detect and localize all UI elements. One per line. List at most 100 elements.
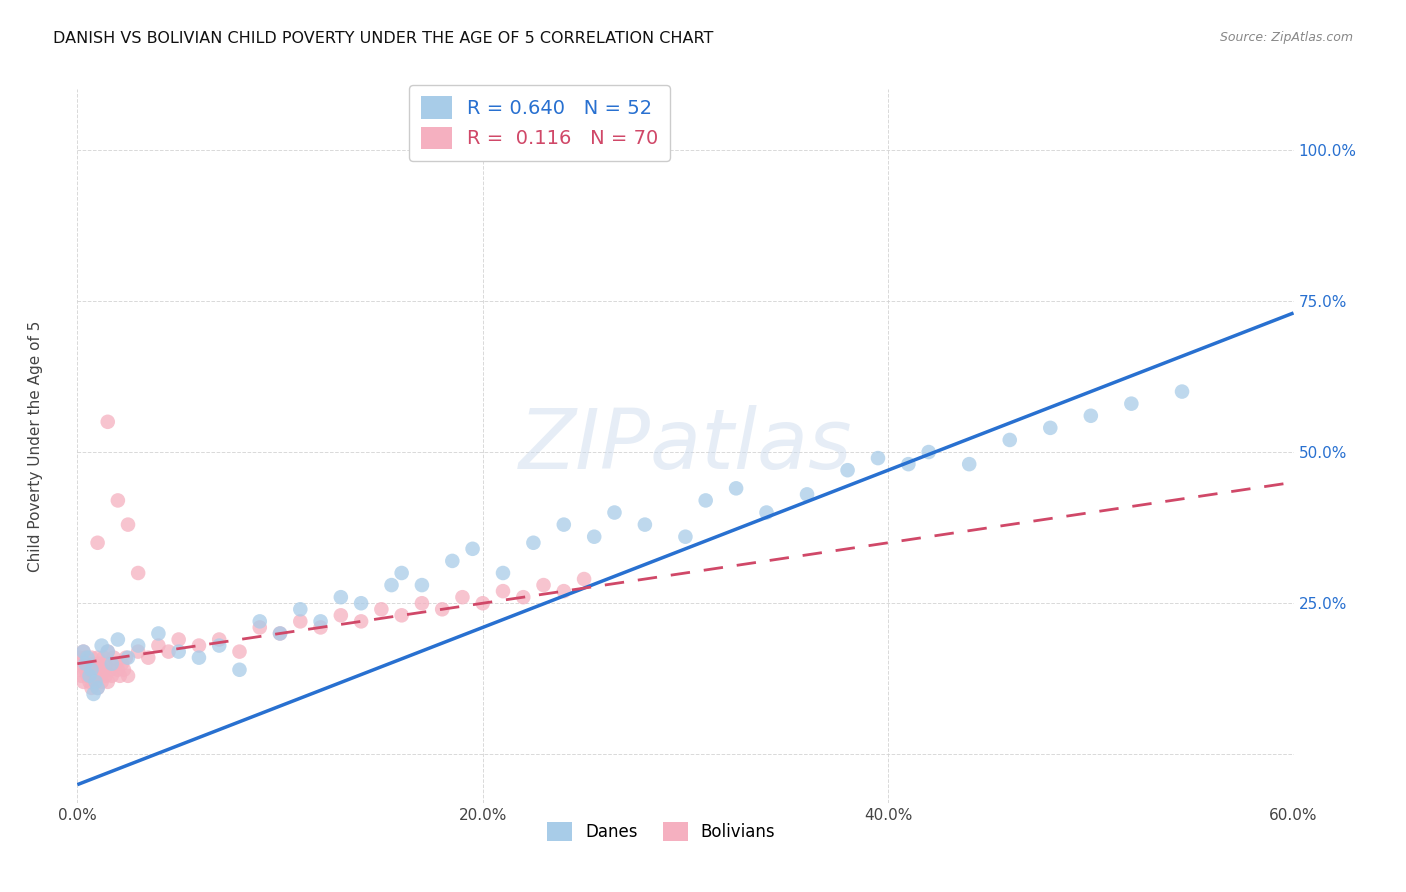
Point xyxy=(148,626,170,640)
Point xyxy=(67,663,90,677)
Point xyxy=(86,650,108,665)
Point xyxy=(188,639,211,653)
Point xyxy=(167,632,190,647)
Point xyxy=(411,596,433,610)
Point xyxy=(634,517,657,532)
Point xyxy=(76,657,98,671)
Point xyxy=(269,626,291,640)
Point xyxy=(1121,397,1143,411)
Point xyxy=(512,590,534,604)
Point xyxy=(83,657,105,671)
Point xyxy=(76,669,98,683)
Point xyxy=(290,602,312,616)
Point xyxy=(83,687,105,701)
Point xyxy=(107,632,129,647)
Point xyxy=(108,669,131,683)
Point xyxy=(411,578,433,592)
Point xyxy=(583,530,606,544)
Point xyxy=(79,674,101,689)
Point xyxy=(391,566,413,580)
Point xyxy=(117,669,139,683)
Point xyxy=(309,620,332,634)
Point xyxy=(471,596,494,610)
Text: Source: ZipAtlas.com: Source: ZipAtlas.com xyxy=(1219,31,1353,45)
Point xyxy=(94,669,117,683)
Point xyxy=(157,645,180,659)
Point xyxy=(796,487,818,501)
Point xyxy=(84,674,107,689)
Point xyxy=(98,663,121,677)
Point xyxy=(80,681,103,695)
Point xyxy=(93,663,115,677)
Point xyxy=(329,608,352,623)
Point xyxy=(93,650,115,665)
Point xyxy=(866,451,889,466)
Point xyxy=(117,650,139,665)
Point xyxy=(492,584,515,599)
Text: Child Poverty Under the Age of 5: Child Poverty Under the Age of 5 xyxy=(28,320,42,572)
Point xyxy=(269,626,291,640)
Point xyxy=(72,674,94,689)
Point xyxy=(148,639,170,653)
Point xyxy=(117,517,139,532)
Point xyxy=(72,645,94,659)
Point xyxy=(86,681,108,695)
Point xyxy=(522,535,544,549)
Point xyxy=(79,663,101,677)
Point xyxy=(695,493,717,508)
Point xyxy=(111,657,134,671)
Point xyxy=(228,663,250,677)
Point xyxy=(86,535,108,549)
Point xyxy=(350,596,373,610)
Point xyxy=(90,639,112,653)
Point xyxy=(101,669,124,683)
Point xyxy=(127,639,149,653)
Point xyxy=(103,650,125,665)
Point xyxy=(208,632,231,647)
Point xyxy=(90,674,112,689)
Point xyxy=(1171,384,1194,399)
Point xyxy=(97,645,120,659)
Point xyxy=(553,584,575,599)
Point xyxy=(94,657,117,671)
Point xyxy=(136,650,159,665)
Point xyxy=(86,681,108,695)
Point xyxy=(350,615,373,629)
Point xyxy=(75,650,97,665)
Point xyxy=(329,590,352,604)
Point xyxy=(84,674,107,689)
Point xyxy=(461,541,484,556)
Point xyxy=(70,657,93,671)
Point xyxy=(533,578,555,592)
Point xyxy=(115,650,138,665)
Point xyxy=(897,457,920,471)
Point xyxy=(290,615,312,629)
Point xyxy=(112,663,135,677)
Point xyxy=(1039,421,1062,435)
Point xyxy=(76,650,98,665)
Point xyxy=(451,590,474,604)
Text: ZIPatlas: ZIPatlas xyxy=(519,406,852,486)
Point xyxy=(80,650,103,665)
Point xyxy=(249,615,271,629)
Point xyxy=(127,566,149,580)
Point xyxy=(75,663,97,677)
Point xyxy=(370,602,392,616)
Point xyxy=(67,650,90,665)
Point xyxy=(89,657,111,671)
Point xyxy=(572,572,595,586)
Legend: Danes, Bolivians: Danes, Bolivians xyxy=(540,815,782,848)
Point xyxy=(208,639,231,653)
Point xyxy=(127,645,149,659)
Point xyxy=(675,530,697,544)
Point xyxy=(70,669,93,683)
Point xyxy=(83,669,105,683)
Point xyxy=(309,615,332,629)
Point xyxy=(80,663,103,677)
Point xyxy=(249,620,271,634)
Point xyxy=(918,445,941,459)
Point xyxy=(755,506,778,520)
Point xyxy=(97,415,120,429)
Point xyxy=(97,645,120,659)
Point xyxy=(107,663,129,677)
